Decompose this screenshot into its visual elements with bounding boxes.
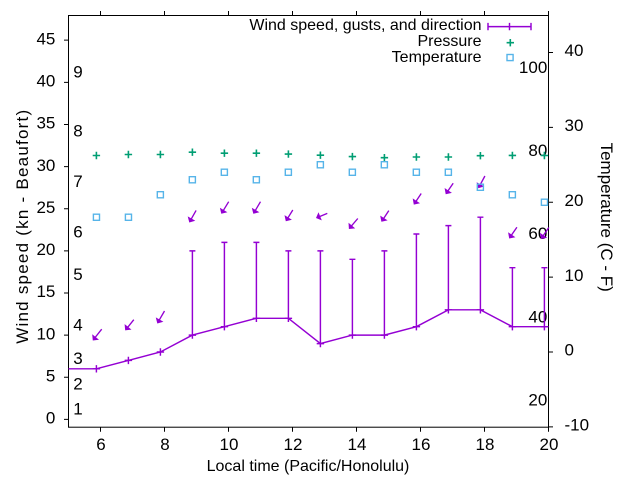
svg-text:15: 15 <box>36 282 55 301</box>
svg-text:9: 9 <box>73 63 82 82</box>
svg-text:25: 25 <box>36 198 55 217</box>
svg-text:45: 45 <box>36 29 55 48</box>
svg-text:Temperature (C - F): Temperature (C - F) <box>597 143 616 292</box>
svg-text:30: 30 <box>565 116 584 135</box>
svg-text:10: 10 <box>220 435 239 454</box>
svg-text:35: 35 <box>36 114 55 133</box>
svg-text:4: 4 <box>73 315 82 334</box>
svg-text:30: 30 <box>36 156 55 175</box>
svg-text:-10: -10 <box>565 416 590 435</box>
svg-text:8: 8 <box>160 435 169 454</box>
svg-text:10: 10 <box>36 324 55 343</box>
svg-text:12: 12 <box>284 435 303 454</box>
svg-text:0: 0 <box>565 341 574 360</box>
svg-text:10: 10 <box>565 266 584 285</box>
svg-text:20: 20 <box>36 240 55 259</box>
svg-text:14: 14 <box>348 435 367 454</box>
svg-text:0: 0 <box>46 409 55 428</box>
svg-text:3: 3 <box>73 349 82 368</box>
svg-text:18: 18 <box>476 435 495 454</box>
svg-text:16: 16 <box>412 435 431 454</box>
svg-text:8: 8 <box>73 122 82 141</box>
svg-text:5: 5 <box>46 366 55 385</box>
svg-text:Temperature: Temperature <box>392 49 482 66</box>
svg-text:6: 6 <box>96 435 105 454</box>
svg-text:6: 6 <box>73 223 82 242</box>
svg-text:20: 20 <box>528 391 547 410</box>
svg-text:40: 40 <box>565 41 584 60</box>
svg-text:1: 1 <box>73 400 82 419</box>
svg-text:20: 20 <box>540 435 559 454</box>
svg-text:7: 7 <box>73 172 82 191</box>
svg-text:100: 100 <box>519 58 547 77</box>
svg-text:40: 40 <box>528 307 547 326</box>
svg-text:Pressure: Pressure <box>417 33 481 50</box>
svg-text:Local time (Pacific/Honolulu): Local time (Pacific/Honolulu) <box>207 458 410 475</box>
svg-text:2: 2 <box>73 374 82 393</box>
svg-text:Wind speed, gusts, and directi: Wind speed, gusts, and direction <box>249 17 481 34</box>
svg-text:5: 5 <box>73 265 82 284</box>
svg-text:40: 40 <box>36 72 55 91</box>
svg-text:Wind speed (kn - Beaufort): Wind speed (kn - Beaufort) <box>13 110 32 344</box>
svg-text:20: 20 <box>565 191 584 210</box>
